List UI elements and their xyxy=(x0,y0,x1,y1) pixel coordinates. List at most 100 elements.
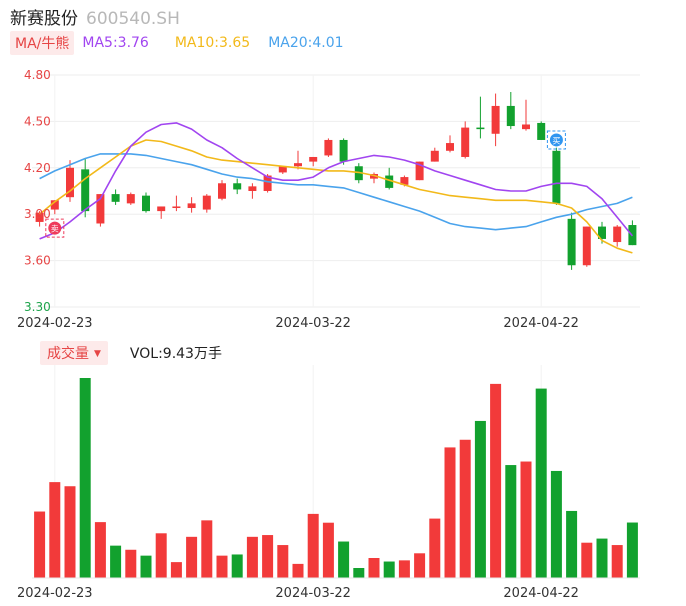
volume-bar xyxy=(383,561,395,578)
ma20-value: MA20:4.01 xyxy=(268,35,344,51)
volume-bar xyxy=(581,542,593,578)
volume-bar xyxy=(474,420,486,578)
candle-body xyxy=(96,194,105,224)
signal-dot xyxy=(549,133,563,147)
buy-signal-icon: 买 xyxy=(546,130,566,150)
volume-bar xyxy=(353,568,365,578)
candle-body xyxy=(476,127,485,130)
volume-bar xyxy=(429,518,441,578)
volume-bar xyxy=(49,482,61,578)
volume-bar xyxy=(505,465,517,578)
volume-bar xyxy=(170,562,182,578)
volume-bar xyxy=(490,383,502,578)
candle-body xyxy=(111,194,120,202)
candle-body xyxy=(81,169,90,212)
volume-bar xyxy=(125,549,137,578)
candle-body xyxy=(613,226,622,243)
candle-body xyxy=(248,186,257,191)
date-tick-label: 2024-03-22 xyxy=(275,316,351,331)
date-tick-label: 2024-02-23 xyxy=(17,316,93,331)
volume-bar xyxy=(34,511,46,578)
date-tick-label: 2024-04-22 xyxy=(503,316,579,331)
price-tick-label: 3.30 xyxy=(24,300,51,314)
volume-dropdown[interactable]: 成交量 ▼ xyxy=(40,341,108,365)
volume-bar xyxy=(566,510,578,578)
volume-bar xyxy=(64,486,76,578)
candle-body xyxy=(339,139,348,162)
candle-body xyxy=(202,195,211,210)
candle-body xyxy=(567,218,576,266)
candle-body xyxy=(157,206,166,212)
candle-body xyxy=(491,105,500,134)
volume-bar xyxy=(368,558,380,578)
signal-dot xyxy=(48,221,62,235)
candle-body xyxy=(126,194,135,204)
sell-signal-icon: 卖 xyxy=(45,218,65,238)
volume-bar xyxy=(414,553,426,578)
candle-body xyxy=(598,226,606,239)
price-tick-label: 3.90 xyxy=(24,207,51,221)
price-tick-label: 4.80 xyxy=(24,68,51,82)
volume-bar xyxy=(338,541,350,578)
volume-bar xyxy=(262,535,274,578)
volume-bar xyxy=(550,470,562,578)
volume-bar xyxy=(79,378,91,578)
ma10-value: MA10:3.65 xyxy=(174,35,251,51)
candle-body xyxy=(263,175,272,191)
volume-bar xyxy=(216,555,228,578)
ma5-line xyxy=(39,122,634,240)
volume-bar xyxy=(398,560,410,578)
candle-body xyxy=(294,163,302,167)
price-tick-label: 4.50 xyxy=(24,114,51,128)
volume-bar xyxy=(535,388,547,578)
candle-body xyxy=(522,124,530,130)
volume-bar xyxy=(611,545,623,578)
volume-bar xyxy=(444,447,456,578)
volume-bar xyxy=(307,513,319,578)
candle-body xyxy=(278,166,287,173)
ma-toggle-tag[interactable]: MA/牛熊 xyxy=(10,31,75,55)
volume-value: VOL:9.43万手 xyxy=(129,346,222,362)
candle-body xyxy=(506,105,515,127)
volume-bar xyxy=(231,554,243,578)
ma20-line xyxy=(39,153,633,231)
signal-frame xyxy=(45,218,65,238)
candle-body xyxy=(35,212,44,222)
volume-bar xyxy=(596,538,608,578)
volume-bar xyxy=(277,545,289,578)
volume-bar xyxy=(110,545,122,578)
volume-bar xyxy=(322,522,334,578)
candle-body xyxy=(415,161,424,181)
volume-bar xyxy=(155,533,167,578)
price-tick-label: 3.60 xyxy=(24,254,51,268)
volume-bar xyxy=(201,520,213,578)
ma5-value: MA5:3.76 xyxy=(82,35,149,51)
volume-bar xyxy=(94,522,106,578)
candle-body xyxy=(309,156,318,162)
price-tick-label: 4.20 xyxy=(24,161,51,175)
ma-legend: MA/牛熊 MA5:3.76 MA10:3.65 MA20:4.01 xyxy=(10,31,344,55)
candle-body xyxy=(142,195,150,212)
signal-glyph: 卖 xyxy=(51,225,59,234)
stock-code: 600540.SH xyxy=(86,9,180,29)
volume-bar xyxy=(626,522,638,578)
candle-body xyxy=(50,200,59,210)
candle-body xyxy=(66,167,74,198)
stock-name: 新赛股份 xyxy=(10,9,78,29)
candle-body xyxy=(385,175,394,188)
volume-dropdown-label: 成交量 xyxy=(47,346,89,362)
volume-legend: 成交量 ▼ VOL:9.43万手 xyxy=(40,341,222,365)
volume-bar xyxy=(246,536,258,578)
volume-date-tick-label: 2024-02-23 xyxy=(17,586,93,601)
caret-down-icon: ▼ xyxy=(94,349,101,359)
candle-body xyxy=(218,183,226,199)
volume-bar xyxy=(520,461,532,578)
volume-date-tick-label: 2024-03-22 xyxy=(275,586,351,601)
candle-body xyxy=(582,226,591,266)
volume-bar xyxy=(292,563,304,578)
candle-body xyxy=(446,143,454,151)
candle-body xyxy=(461,127,470,157)
stock-header: 新赛股份 600540.SH xyxy=(10,4,180,29)
candle-body xyxy=(552,150,561,204)
